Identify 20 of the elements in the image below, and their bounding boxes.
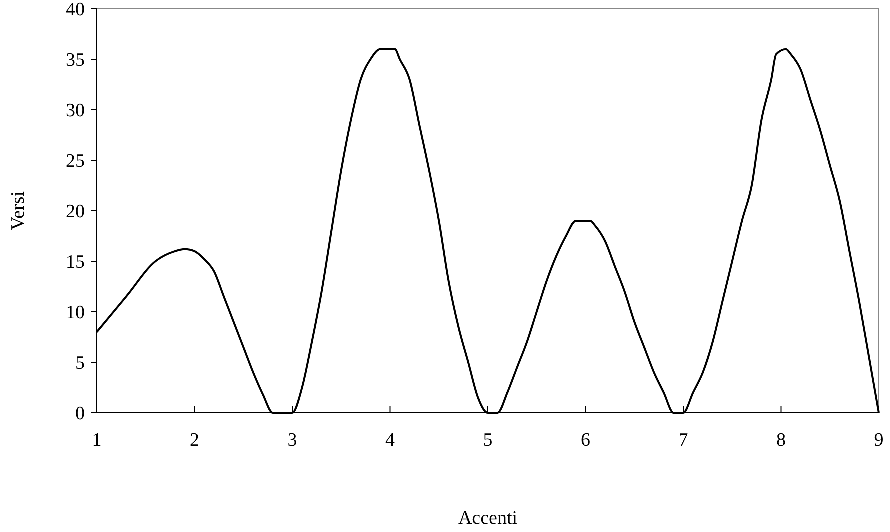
x-tick-label: 1: [92, 430, 102, 451]
y-tick-label: 20: [66, 202, 85, 223]
x-tick-label: 4: [386, 430, 396, 451]
y-tick-label: 35: [66, 50, 85, 72]
x-tick-label: 5: [483, 430, 493, 451]
y-tick-label: 25: [66, 151, 85, 172]
y-tick-label: 5: [76, 353, 85, 374]
y-tick-label: 10: [66, 302, 85, 324]
y-tick-label: 0: [76, 404, 85, 425]
y-tick-label: 15: [66, 252, 85, 274]
y-tick-label: 40: [66, 0, 85, 21]
x-axis-title: Accenti: [458, 508, 518, 529]
x-tick-label: 2: [190, 430, 200, 451]
x-tick-label: 8: [776, 430, 786, 451]
y-tick-label: 30: [66, 100, 85, 122]
x-tick-label: 3: [288, 430, 298, 451]
y-axis-title: Versi: [8, 191, 29, 231]
x-tick-label: 7: [678, 430, 688, 451]
x-tick-label: 6: [581, 430, 590, 451]
x-tick-label: 9: [874, 430, 884, 451]
